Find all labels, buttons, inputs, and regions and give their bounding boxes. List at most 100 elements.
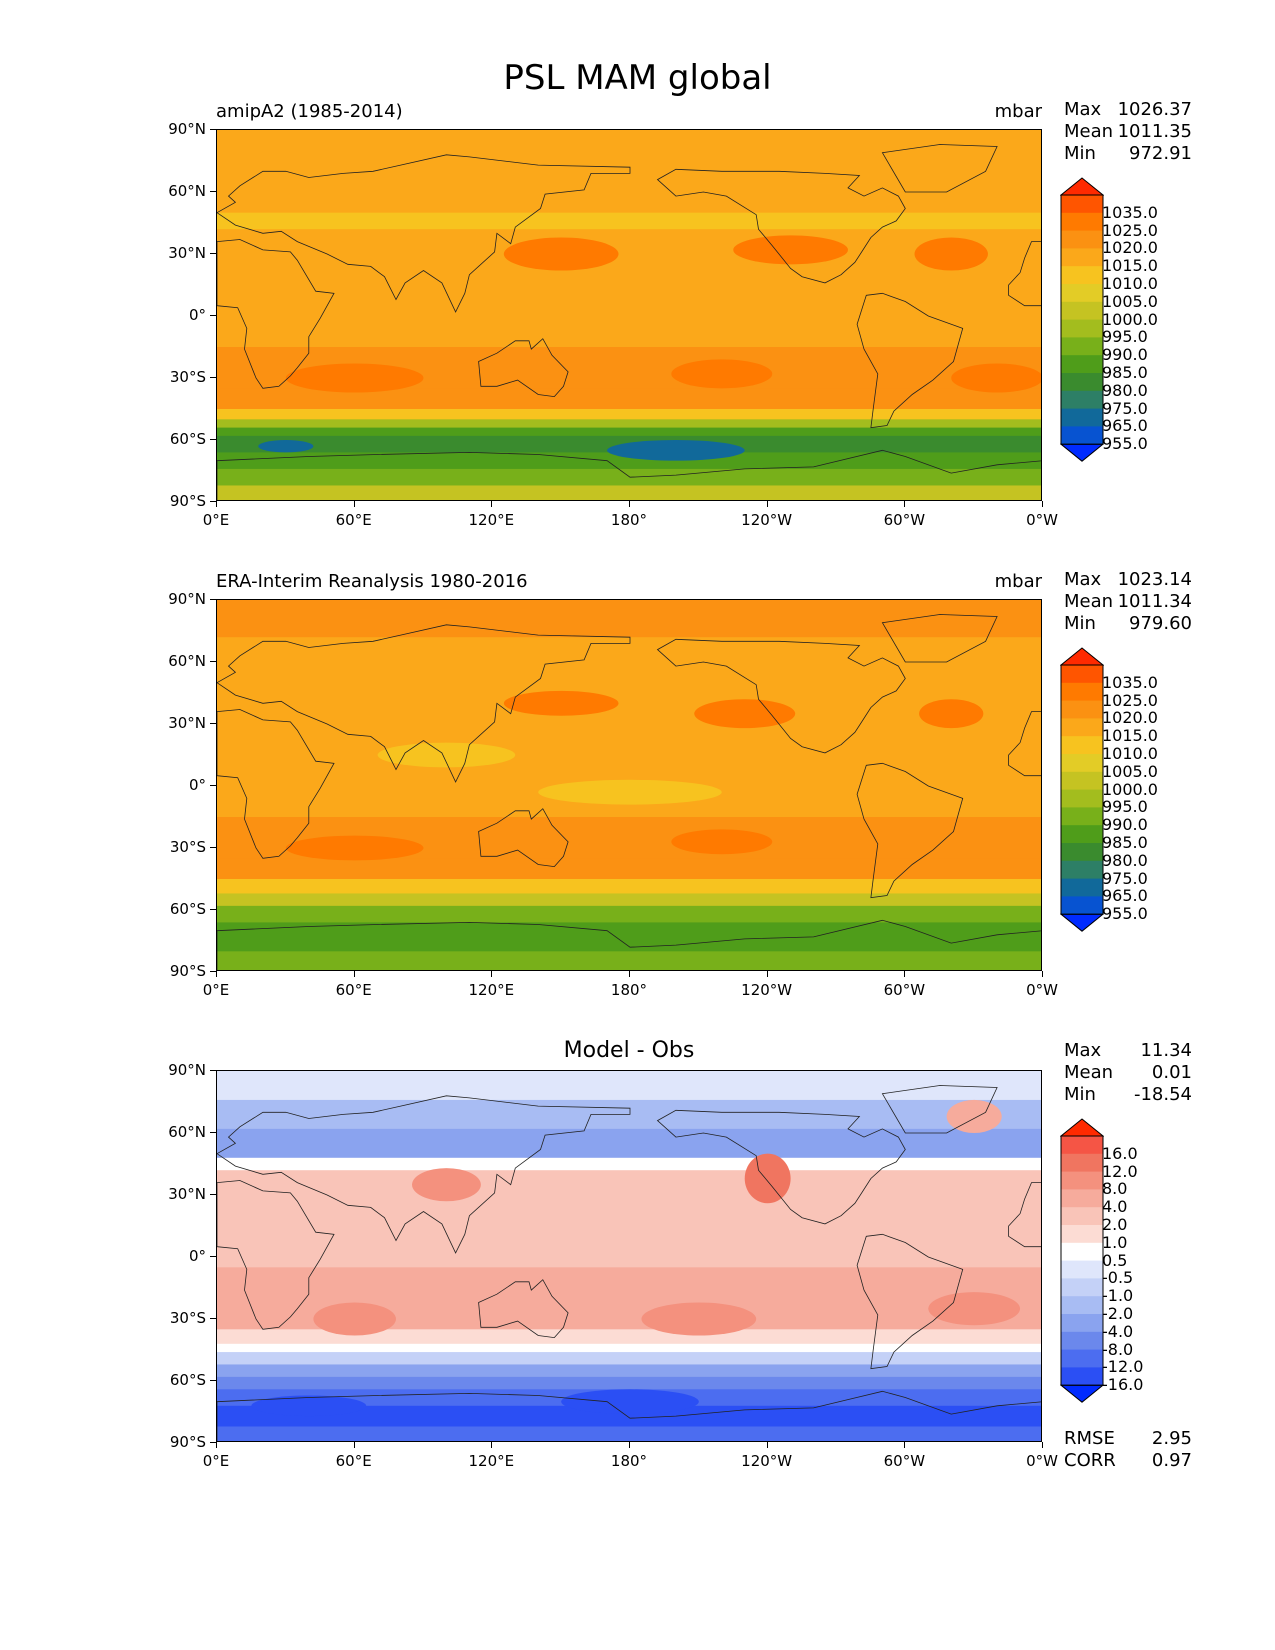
x-tick-label: 0°E xyxy=(202,981,230,999)
contour-cell xyxy=(503,237,619,271)
coastline xyxy=(217,1390,1041,1441)
colorbar-label: 985.0 xyxy=(1102,833,1148,852)
contour-band xyxy=(217,879,1041,894)
colorbar-segment xyxy=(1061,878,1103,897)
contour-band xyxy=(217,600,1041,638)
contour-cell xyxy=(671,359,773,389)
colorbar-segment xyxy=(1061,825,1103,844)
coastline xyxy=(656,168,906,284)
stat-value: 2.95 xyxy=(1151,1428,1192,1449)
stats-block: Max 11.34 Mean 0.01 Min -18.54 xyxy=(1064,1040,1192,1106)
colorbar-segment xyxy=(1061,301,1103,321)
stat-label: Min xyxy=(1064,143,1096,164)
y-tick xyxy=(210,129,216,130)
colorbar-segment xyxy=(1061,1171,1103,1190)
colorbar-segment xyxy=(1061,337,1103,356)
x-tick xyxy=(629,501,630,507)
contour-band xyxy=(217,1364,1041,1378)
contour-map xyxy=(217,600,1041,970)
contour-band xyxy=(217,1071,1041,1101)
x-tick-label: 120°W xyxy=(741,511,793,529)
y-tick xyxy=(210,439,216,440)
x-tick xyxy=(766,971,768,977)
colorbar-segment xyxy=(1061,1349,1103,1368)
y-tick-label: 0° xyxy=(188,306,206,324)
y-tick-label: 0° xyxy=(188,1247,206,1265)
x-tick xyxy=(216,501,217,507)
x-tick xyxy=(353,1442,355,1448)
stat-label: Mean xyxy=(1064,591,1114,612)
y-tick-label: 90°N xyxy=(168,590,206,608)
contour-band xyxy=(217,1405,1041,1427)
contour-cell xyxy=(377,742,516,768)
colorbar-label: 985.0 xyxy=(1102,363,1148,382)
map-plot xyxy=(216,599,1042,971)
y-tick-label: 60°S xyxy=(169,900,206,918)
x-tick xyxy=(1042,1442,1043,1448)
colorbar-label: -2.0 xyxy=(1102,1304,1134,1323)
y-tick xyxy=(210,909,216,910)
colorbar-label: 995.0 xyxy=(1102,797,1148,817)
colorbar-label: -16.0 xyxy=(1102,1375,1144,1395)
y-tick-label: 30°N xyxy=(168,1185,206,1203)
stats-block: Max 1023.14 Mean 1011.34 Min 979.60 xyxy=(1064,569,1192,635)
colorbar-segment xyxy=(1061,248,1103,267)
map-plot xyxy=(216,1070,1042,1442)
contour-cell xyxy=(744,1153,791,1204)
colorbar-label: 990.0 xyxy=(1102,345,1148,365)
coastline xyxy=(856,292,964,429)
colorbar-segment xyxy=(1061,736,1103,755)
colorbar-label: -8.0 xyxy=(1102,1339,1134,1359)
contour-cell xyxy=(538,779,722,805)
contour-cell xyxy=(607,440,745,461)
stat-value: 11.34 xyxy=(1140,1040,1192,1061)
contour-cell xyxy=(733,235,848,265)
colorbar-label: 1025.0 xyxy=(1102,220,1158,240)
contour-band xyxy=(217,1215,1041,1268)
colorbar-segment xyxy=(1061,390,1103,410)
x-tick xyxy=(353,501,355,507)
panel-title: amipA2 (1985-2014) xyxy=(216,101,403,122)
stat-label: Mean xyxy=(1064,121,1114,142)
colorbar-label: 980.0 xyxy=(1102,380,1148,400)
stat-row: Max 11.34 xyxy=(1064,1040,1192,1062)
panel-title: ERA-Interim Reanalysis 1980-2016 xyxy=(216,571,528,592)
x-tick-label: 120°E xyxy=(468,511,515,529)
stat-label: Min xyxy=(1064,1084,1096,1105)
contour-band xyxy=(217,1426,1041,1441)
x-tick xyxy=(766,1442,768,1448)
colorbar-segment xyxy=(1061,771,1103,791)
y-tick xyxy=(210,599,216,600)
colorbar-segment xyxy=(1061,1278,1103,1297)
colorbar-label: 1015.0 xyxy=(1102,256,1158,276)
error-stats-block: RMSE 2.95 CORR 0.97 xyxy=(1064,1428,1192,1472)
contour-band xyxy=(217,299,1041,348)
colorbar-segment xyxy=(1061,1189,1103,1208)
contour-map xyxy=(217,1071,1041,1441)
colorbar-segment xyxy=(1061,1331,1103,1351)
y-tick xyxy=(210,1380,216,1381)
y-tick-label: 30°S xyxy=(169,838,206,856)
colorbar-segment xyxy=(1061,1225,1103,1244)
colorbar-segment xyxy=(1061,319,1103,338)
stat-value: 972.91 xyxy=(1129,143,1192,164)
y-tick xyxy=(210,785,216,786)
colorbar-label: 1035.0 xyxy=(1102,672,1158,692)
contour-band xyxy=(217,427,1041,437)
colorbar-label: 955.0 xyxy=(1102,904,1148,924)
colorbar-frame xyxy=(1060,194,1104,445)
contour-cell xyxy=(412,1168,481,1202)
stat-label: Min xyxy=(1064,613,1096,634)
y-tick xyxy=(210,377,216,378)
x-tick-label: 60°E xyxy=(335,1452,372,1470)
units-label: mbar xyxy=(994,101,1042,122)
contour-cell xyxy=(928,1292,1021,1326)
x-tick-label: 0°E xyxy=(202,511,230,529)
colorbar-segment xyxy=(1061,195,1103,214)
stat-label: Max xyxy=(1064,1040,1102,1061)
y-tick-label: 30°S xyxy=(169,368,206,386)
contour-band xyxy=(217,388,1041,410)
colorbar xyxy=(1060,177,1104,462)
contour-band xyxy=(217,1329,1041,1345)
